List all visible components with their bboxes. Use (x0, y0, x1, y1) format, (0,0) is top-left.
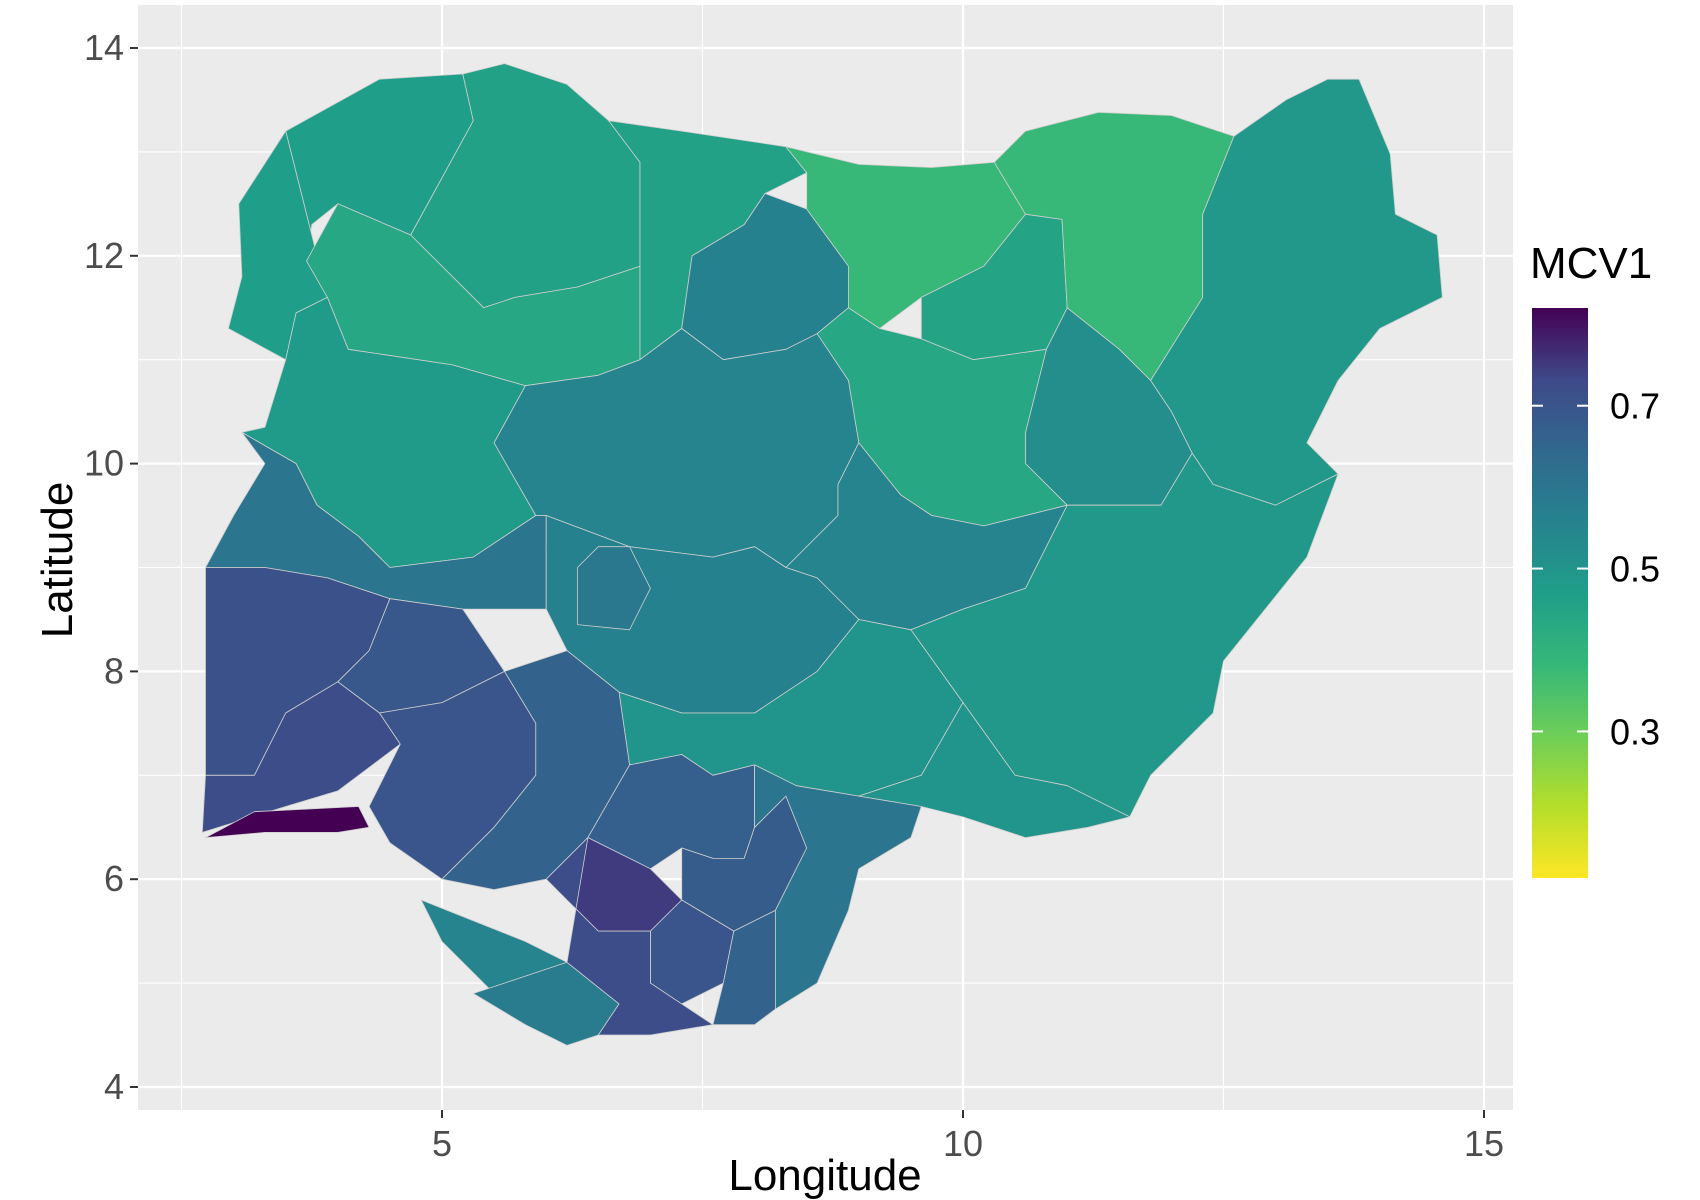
x-axis-title: Longitude (728, 1151, 921, 1200)
map-region-25 (441, 650, 630, 890)
x-tick-label: 10 (943, 1123, 983, 1164)
legend-title: MCV1 (1530, 239, 1652, 288)
legend: MCV1 0.3 0.5 0.7 (1530, 239, 1660, 878)
y-tick-label: 4 (104, 1066, 124, 1107)
map-regions (201, 63, 1443, 1046)
map-region-35 (545, 837, 714, 1036)
legend-tick-label: 0.3 (1610, 711, 1660, 752)
map-region-23 (205, 806, 370, 838)
y-tick-label: 6 (104, 858, 124, 899)
y-tick-label: 12 (84, 235, 124, 276)
y-axis: 4 6 8 10 12 14 (84, 27, 138, 1107)
x-tick-label: 15 (1464, 1123, 1504, 1164)
x-axis: 5 10 15 (432, 1110, 1504, 1164)
legend-colorbar (1532, 308, 1588, 878)
y-axis-title: Latitude (33, 482, 82, 639)
map-region-36 (754, 764, 922, 1010)
y-tick-label: 14 (84, 27, 124, 68)
x-tick-label: 5 (432, 1123, 452, 1164)
y-tick-label: 10 (84, 443, 124, 484)
legend-tick-label: 0.5 (1610, 549, 1660, 590)
map-region-29 (858, 702, 1131, 838)
legend-tick-label: 0.7 (1610, 386, 1660, 427)
map-region-19 (577, 546, 651, 631)
y-tick-label: 8 (104, 650, 124, 691)
legend-ticks: 0.3 0.5 0.7 (1532, 386, 1660, 752)
